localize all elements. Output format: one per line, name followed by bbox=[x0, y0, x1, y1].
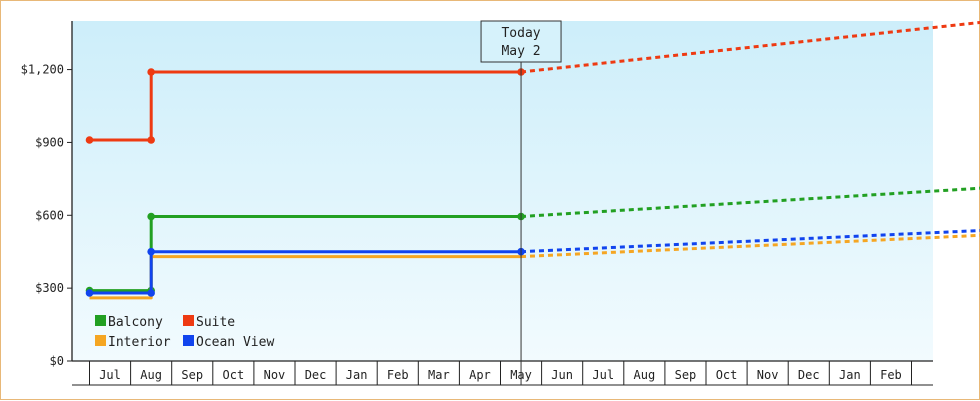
legend-swatch bbox=[95, 335, 106, 346]
y-tick-label: $0 bbox=[50, 354, 64, 368]
x-tick-label: Mar bbox=[428, 368, 450, 382]
x-tick-label: Jul bbox=[99, 368, 121, 382]
y-tick-label: $900 bbox=[35, 135, 64, 149]
legend-label: Interior bbox=[108, 335, 171, 350]
legend-label: Balcony bbox=[108, 315, 163, 330]
x-tick-label: Nov bbox=[757, 368, 779, 382]
x-tick-label: Dec bbox=[798, 368, 820, 382]
x-tick-label: Dec bbox=[305, 368, 327, 382]
series-point bbox=[147, 289, 155, 297]
x-tick-label: Jan bbox=[346, 368, 368, 382]
series-point bbox=[147, 136, 155, 144]
today-label: Today bbox=[501, 26, 540, 41]
x-tick-label: Jul bbox=[592, 368, 614, 382]
y-tick-label: $1,200 bbox=[21, 63, 64, 77]
y-tick-label: $600 bbox=[35, 208, 64, 222]
x-tick-label: Aug bbox=[140, 368, 162, 382]
today-callout bbox=[480, 20, 562, 63]
today-date-label: May 2 bbox=[501, 44, 540, 59]
x-tick-label: Jan bbox=[839, 368, 861, 382]
series-point bbox=[85, 289, 94, 297]
series-point bbox=[147, 247, 155, 256]
series-point bbox=[147, 212, 155, 221]
legend-swatch bbox=[183, 315, 194, 326]
series-line-projection bbox=[520, 186, 980, 218]
legend-label: Ocean View bbox=[196, 335, 274, 350]
x-tick-label: Oct bbox=[716, 368, 738, 382]
series-line-projection bbox=[520, 233, 980, 259]
plot-background bbox=[72, 21, 933, 361]
y-tick-label: $300 bbox=[35, 281, 64, 295]
series-line-historical bbox=[89, 70, 521, 142]
series-point bbox=[85, 136, 94, 144]
x-tick-label: Oct bbox=[223, 368, 245, 382]
legend-swatch bbox=[95, 315, 106, 326]
x-tick-label: Jun bbox=[551, 368, 573, 382]
x-tick-label: Apr bbox=[469, 368, 491, 382]
legend-label: Suite bbox=[196, 315, 235, 330]
x-tick-label: Sep bbox=[181, 368, 203, 382]
series-line-projection bbox=[520, 229, 980, 254]
x-tick-label: Sep bbox=[675, 368, 697, 382]
x-tick-label: Feb bbox=[387, 368, 409, 382]
series-point bbox=[147, 68, 155, 76]
series-line-historical bbox=[89, 250, 521, 295]
x-tick-label: Nov bbox=[264, 368, 286, 382]
series-line-projection bbox=[520, 20, 980, 74]
x-tick-label: Feb bbox=[880, 368, 902, 382]
x-tick-label: Aug bbox=[634, 368, 656, 382]
legend-swatch bbox=[183, 335, 194, 346]
